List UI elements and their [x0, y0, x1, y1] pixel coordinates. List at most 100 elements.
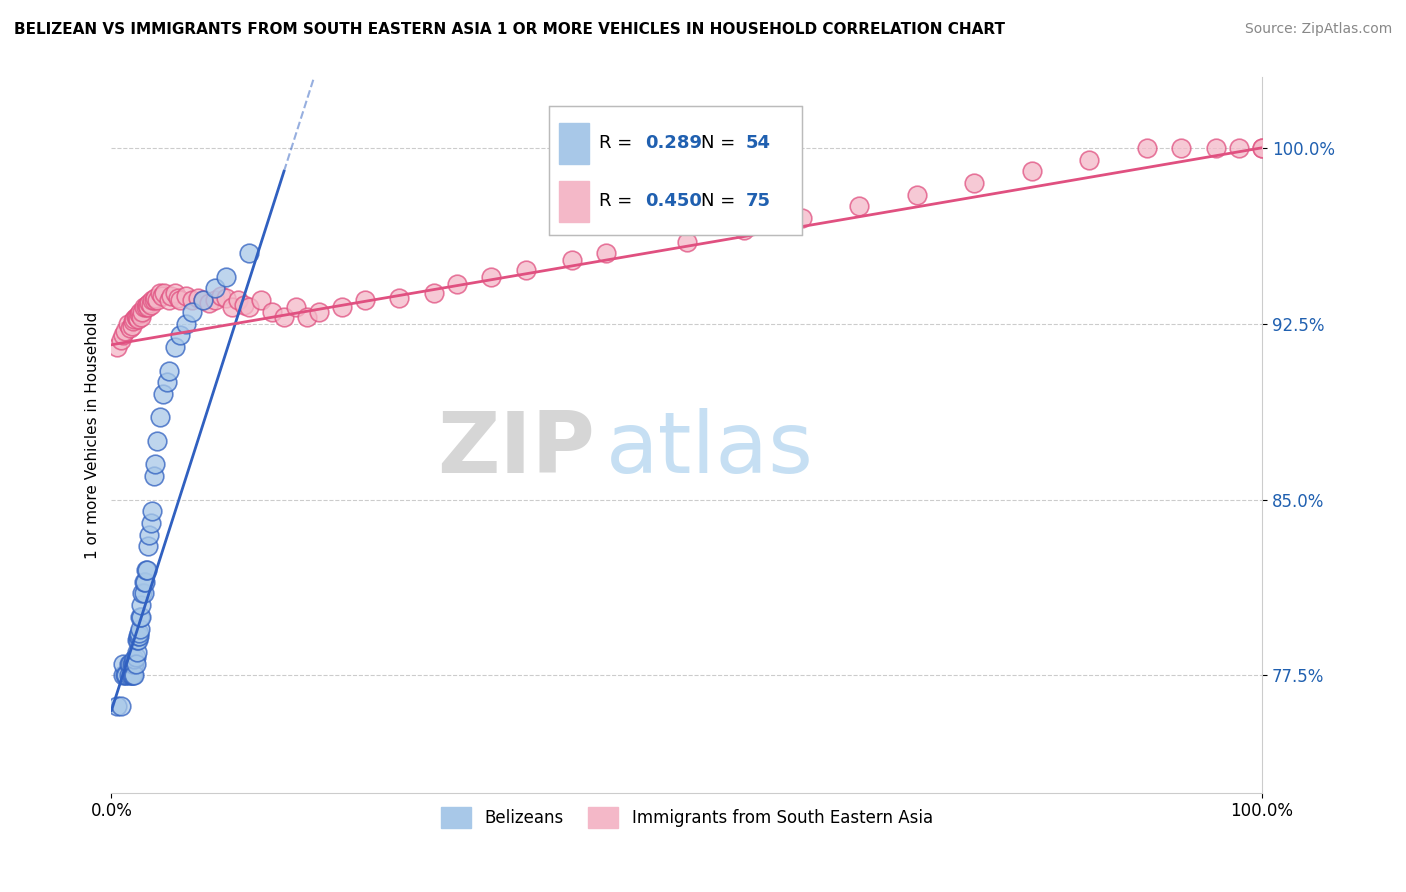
- Point: [127, 633, 149, 648]
- Point: [193, 293, 215, 308]
- Point: [157, 363, 180, 377]
- Point: [675, 235, 697, 249]
- Point: [143, 291, 166, 305]
- Point: [422, 286, 444, 301]
- Point: [105, 340, 128, 354]
- Point: [250, 293, 273, 308]
- Text: Source: ZipAtlas.com: Source: ZipAtlas.com: [1244, 22, 1392, 37]
- Point: [215, 269, 238, 284]
- Point: [446, 277, 468, 291]
- Point: [1021, 164, 1043, 178]
- Point: [215, 291, 238, 305]
- Point: [209, 288, 232, 302]
- Point: [127, 628, 149, 642]
- Point: [198, 295, 221, 310]
- Point: [143, 458, 166, 472]
- Point: [125, 310, 148, 324]
- Point: [388, 291, 411, 305]
- Point: [262, 305, 284, 319]
- Point: [157, 293, 180, 308]
- Point: [295, 310, 318, 324]
- Point: [105, 698, 128, 713]
- Point: [146, 293, 169, 308]
- Point: [124, 668, 146, 682]
- Point: [226, 293, 249, 308]
- Point: [204, 293, 226, 308]
- Point: [187, 291, 209, 305]
- Point: [128, 628, 150, 642]
- Text: ZIP: ZIP: [437, 408, 595, 491]
- Point: [595, 246, 617, 260]
- Point: [149, 410, 172, 425]
- Point: [134, 574, 156, 589]
- Point: [111, 657, 134, 671]
- Point: [238, 246, 260, 260]
- Point: [110, 698, 132, 713]
- Point: [125, 645, 148, 659]
- Point: [111, 328, 134, 343]
- Point: [143, 293, 166, 308]
- Point: [1227, 141, 1250, 155]
- Point: [136, 563, 159, 577]
- Point: [131, 310, 153, 324]
- Point: [136, 298, 159, 312]
- Point: [733, 223, 755, 237]
- Point: [114, 324, 136, 338]
- Point: [129, 609, 152, 624]
- Point: [131, 609, 153, 624]
- Point: [163, 340, 186, 354]
- Point: [124, 657, 146, 671]
- Point: [330, 300, 353, 314]
- Point: [122, 314, 145, 328]
- Point: [479, 269, 502, 284]
- Point: [121, 318, 143, 333]
- Point: [121, 657, 143, 671]
- Point: [139, 298, 162, 312]
- Point: [238, 300, 260, 314]
- Point: [128, 307, 150, 321]
- Point: [308, 305, 330, 319]
- Point: [114, 668, 136, 682]
- Point: [118, 657, 141, 671]
- Point: [131, 598, 153, 612]
- Point: [1251, 141, 1274, 155]
- Point: [124, 657, 146, 671]
- Point: [124, 649, 146, 664]
- Point: [124, 310, 146, 324]
- Point: [181, 293, 204, 308]
- Point: [125, 633, 148, 648]
- Point: [273, 310, 295, 324]
- Point: [124, 652, 146, 666]
- Point: [111, 668, 134, 682]
- Text: atlas: atlas: [606, 408, 814, 491]
- Point: [121, 668, 143, 682]
- Point: [118, 668, 141, 682]
- Point: [167, 291, 190, 305]
- Point: [141, 293, 163, 308]
- Point: [353, 293, 375, 308]
- Point: [174, 317, 197, 331]
- Point: [169, 328, 191, 343]
- Text: BELIZEAN VS IMMIGRANTS FROM SOUTH EASTERN ASIA 1 OR MORE VEHICLES IN HOUSEHOLD C: BELIZEAN VS IMMIGRANTS FROM SOUTH EASTER…: [14, 22, 1005, 37]
- Point: [135, 300, 157, 314]
- Point: [160, 288, 183, 302]
- Point: [128, 626, 150, 640]
- Point: [122, 668, 145, 682]
- Point: [284, 300, 307, 314]
- Point: [129, 305, 152, 319]
- Point: [153, 286, 176, 301]
- Point: [963, 176, 986, 190]
- Point: [150, 288, 173, 302]
- Point: [1136, 141, 1159, 155]
- Point: [515, 262, 537, 277]
- Point: [905, 187, 928, 202]
- Point: [139, 516, 162, 530]
- Point: [120, 668, 142, 682]
- Point: [118, 657, 141, 671]
- Y-axis label: 1 or more Vehicles in Household: 1 or more Vehicles in Household: [86, 311, 100, 558]
- Point: [117, 317, 139, 331]
- Point: [163, 286, 186, 301]
- Point: [124, 312, 146, 326]
- Point: [129, 622, 152, 636]
- Point: [127, 312, 149, 326]
